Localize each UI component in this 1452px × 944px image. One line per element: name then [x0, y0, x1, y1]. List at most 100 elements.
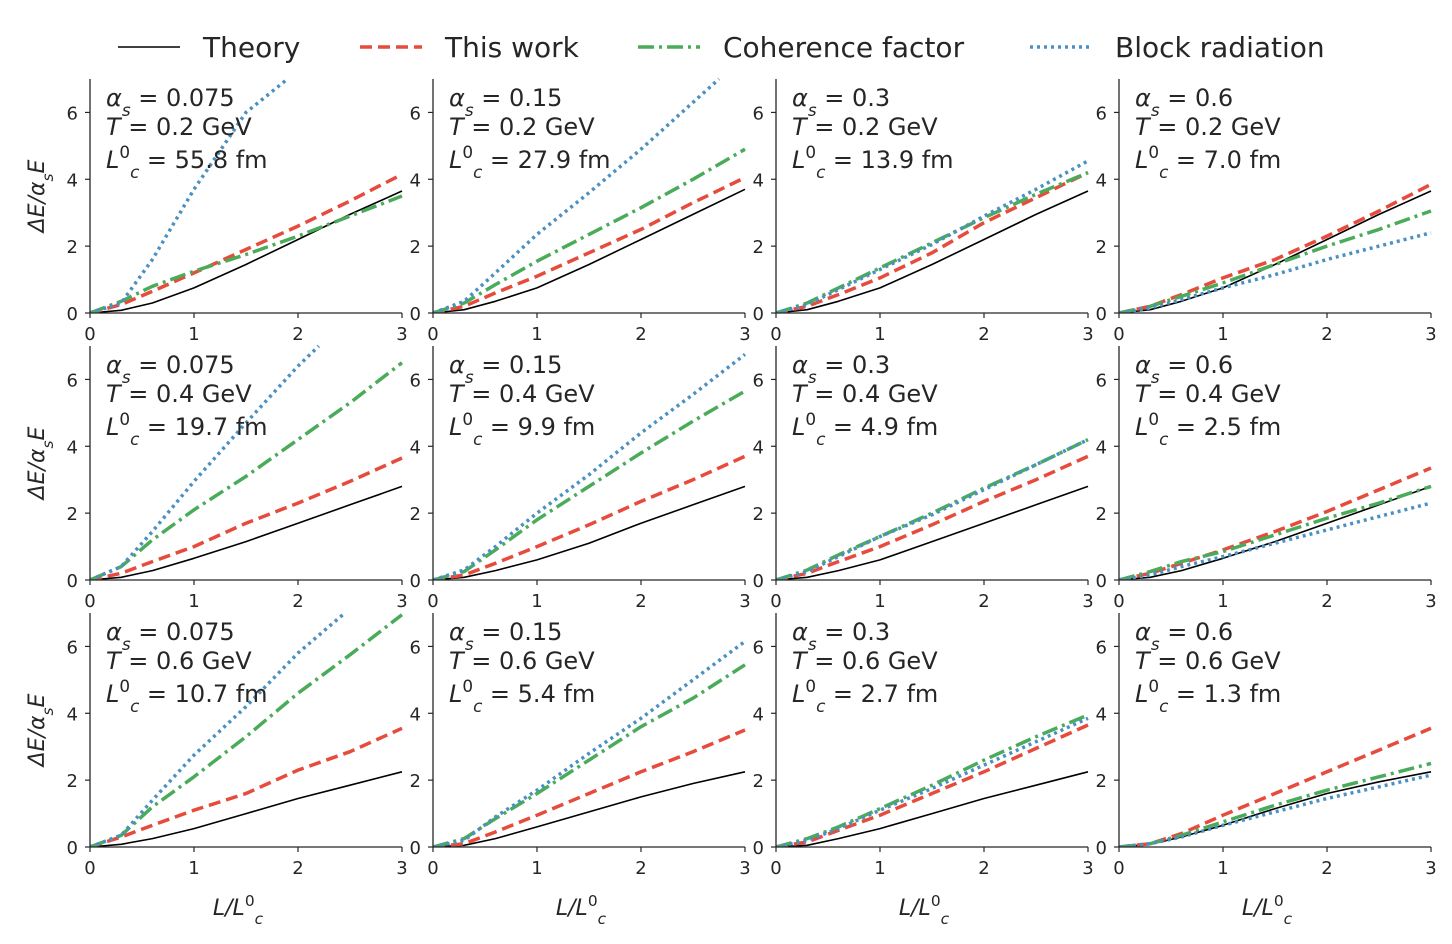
y-tick-label: 6	[410, 637, 421, 658]
series-group	[433, 77, 746, 313]
y-tick-label: 6	[1096, 370, 1107, 391]
series-this-work	[90, 456, 403, 580]
x-tick-label: 0	[427, 591, 438, 612]
annotation-alpha: αs = 0.3	[792, 351, 890, 387]
y-tick-label: 0	[753, 838, 764, 859]
x-tick-label: 3	[739, 858, 750, 879]
legend-label: Block radiation	[1115, 31, 1325, 64]
annotation-temperature: T = 0.2 GeV	[106, 113, 252, 141]
y-tick-label: 0	[753, 571, 764, 592]
series-block	[776, 716, 1089, 847]
y-tick-label: 0	[410, 838, 421, 859]
series-this-work	[90, 726, 403, 847]
annotation-alpha: αs = 0.15	[449, 351, 562, 387]
x-tick-label: 2	[635, 591, 646, 612]
series-theory	[1119, 771, 1432, 847]
annotation-temperature: T = 0.4 GeV	[106, 380, 252, 408]
x-tick-label: 1	[1217, 858, 1228, 879]
y-tick-label: 4	[67, 170, 78, 191]
series-block	[90, 611, 346, 847]
annotation-temperature: T = 0.4 GeV	[1135, 380, 1281, 408]
annotation-alpha: αs = 0.075	[106, 351, 235, 387]
x-tick-label: 2	[635, 858, 646, 879]
x-tick-label: 1	[188, 591, 199, 612]
x-tick-label: 0	[84, 858, 95, 879]
series-group	[90, 77, 403, 313]
y-tick-label: 2	[1096, 504, 1107, 525]
x-tick-label: 3	[1425, 591, 1436, 612]
y-tick-label: 4	[753, 704, 764, 725]
series-coherence	[776, 713, 1089, 847]
series-coherence	[90, 361, 404, 580]
legend-item-theory: Theory	[118, 31, 300, 64]
annotation-lc: L0c = 27.9 fm	[449, 142, 611, 182]
y-tick-label: 6	[753, 103, 764, 124]
x-axis-title: L/L0c	[899, 892, 950, 928]
x-tick-label: 0	[427, 858, 438, 879]
y-tick-label: 0	[1096, 571, 1107, 592]
y-tick-label: 2	[410, 237, 421, 258]
series-this-work	[1119, 726, 1432, 847]
x-tick-label: 1	[1217, 591, 1228, 612]
series-block	[433, 77, 721, 313]
x-tick-label: 1	[531, 591, 542, 612]
annotation-temperature: T = 0.6 GeV	[1135, 647, 1281, 675]
series-coherence	[776, 170, 1089, 313]
series-group	[433, 353, 747, 580]
series-this-work	[90, 172, 403, 313]
legend-label: Coherence factor	[723, 31, 965, 64]
annotation-alpha: αs = 0.6	[1135, 618, 1233, 654]
x-tick-label: 0	[84, 591, 95, 612]
x-tick-label: 1	[531, 858, 542, 879]
series-this-work	[433, 176, 746, 313]
annotation-temperature: T = 0.6 GeV	[792, 647, 938, 675]
legend: Theory This work Coherence factor Block rad…	[118, 31, 1325, 64]
series-group	[776, 438, 1089, 580]
y-tick-label: 2	[410, 771, 421, 792]
x-axis-title: L/L0c	[556, 892, 607, 928]
x-tick-label: 0	[84, 324, 95, 345]
series-group	[776, 159, 1089, 313]
y-tick-label: 4	[753, 170, 764, 191]
series-coherence	[90, 194, 403, 313]
annotation-temperature: T = 0.4 GeV	[792, 380, 938, 408]
series-group	[90, 611, 404, 847]
y-tick-label: 2	[1096, 237, 1107, 258]
x-axis-title: L/L0c	[1242, 892, 1293, 928]
series-this-work	[1119, 466, 1432, 580]
annotation-alpha: αs = 0.075	[106, 84, 235, 120]
x-tick-label: 2	[1321, 591, 1332, 612]
series-coherence	[433, 389, 746, 580]
y-tick-label: 0	[753, 304, 764, 325]
series-group	[1119, 182, 1432, 313]
y-axis-title: ΔE/αsE	[25, 159, 57, 234]
annotation-temperature: T = 0.2 GeV	[792, 113, 938, 141]
annotation-lc: L0c = 7.0 fm	[1135, 142, 1281, 182]
series-theory	[90, 485, 403, 580]
series-coherence	[1119, 761, 1432, 847]
y-axis-title: ΔE/αsE	[25, 426, 57, 501]
y-tick-label: 2	[67, 237, 78, 258]
y-tick-label: 6	[67, 103, 78, 124]
x-tick-label: 1	[188, 324, 199, 345]
y-tick-label: 6	[410, 103, 421, 124]
annotation-alpha: αs = 0.6	[1135, 351, 1233, 387]
x-tick-label: 2	[978, 591, 989, 612]
x-tick-label: 1	[874, 591, 885, 612]
annotation-lc: L0c = 2.7 fm	[792, 676, 938, 716]
annotation-temperature: T = 0.4 GeV	[449, 380, 595, 408]
annotation-alpha: αs = 0.3	[792, 84, 890, 120]
y-tick-label: 2	[67, 771, 78, 792]
y-tick-label: 2	[753, 504, 764, 525]
series-coherence	[776, 438, 1089, 580]
legend-label: This work	[444, 31, 580, 64]
